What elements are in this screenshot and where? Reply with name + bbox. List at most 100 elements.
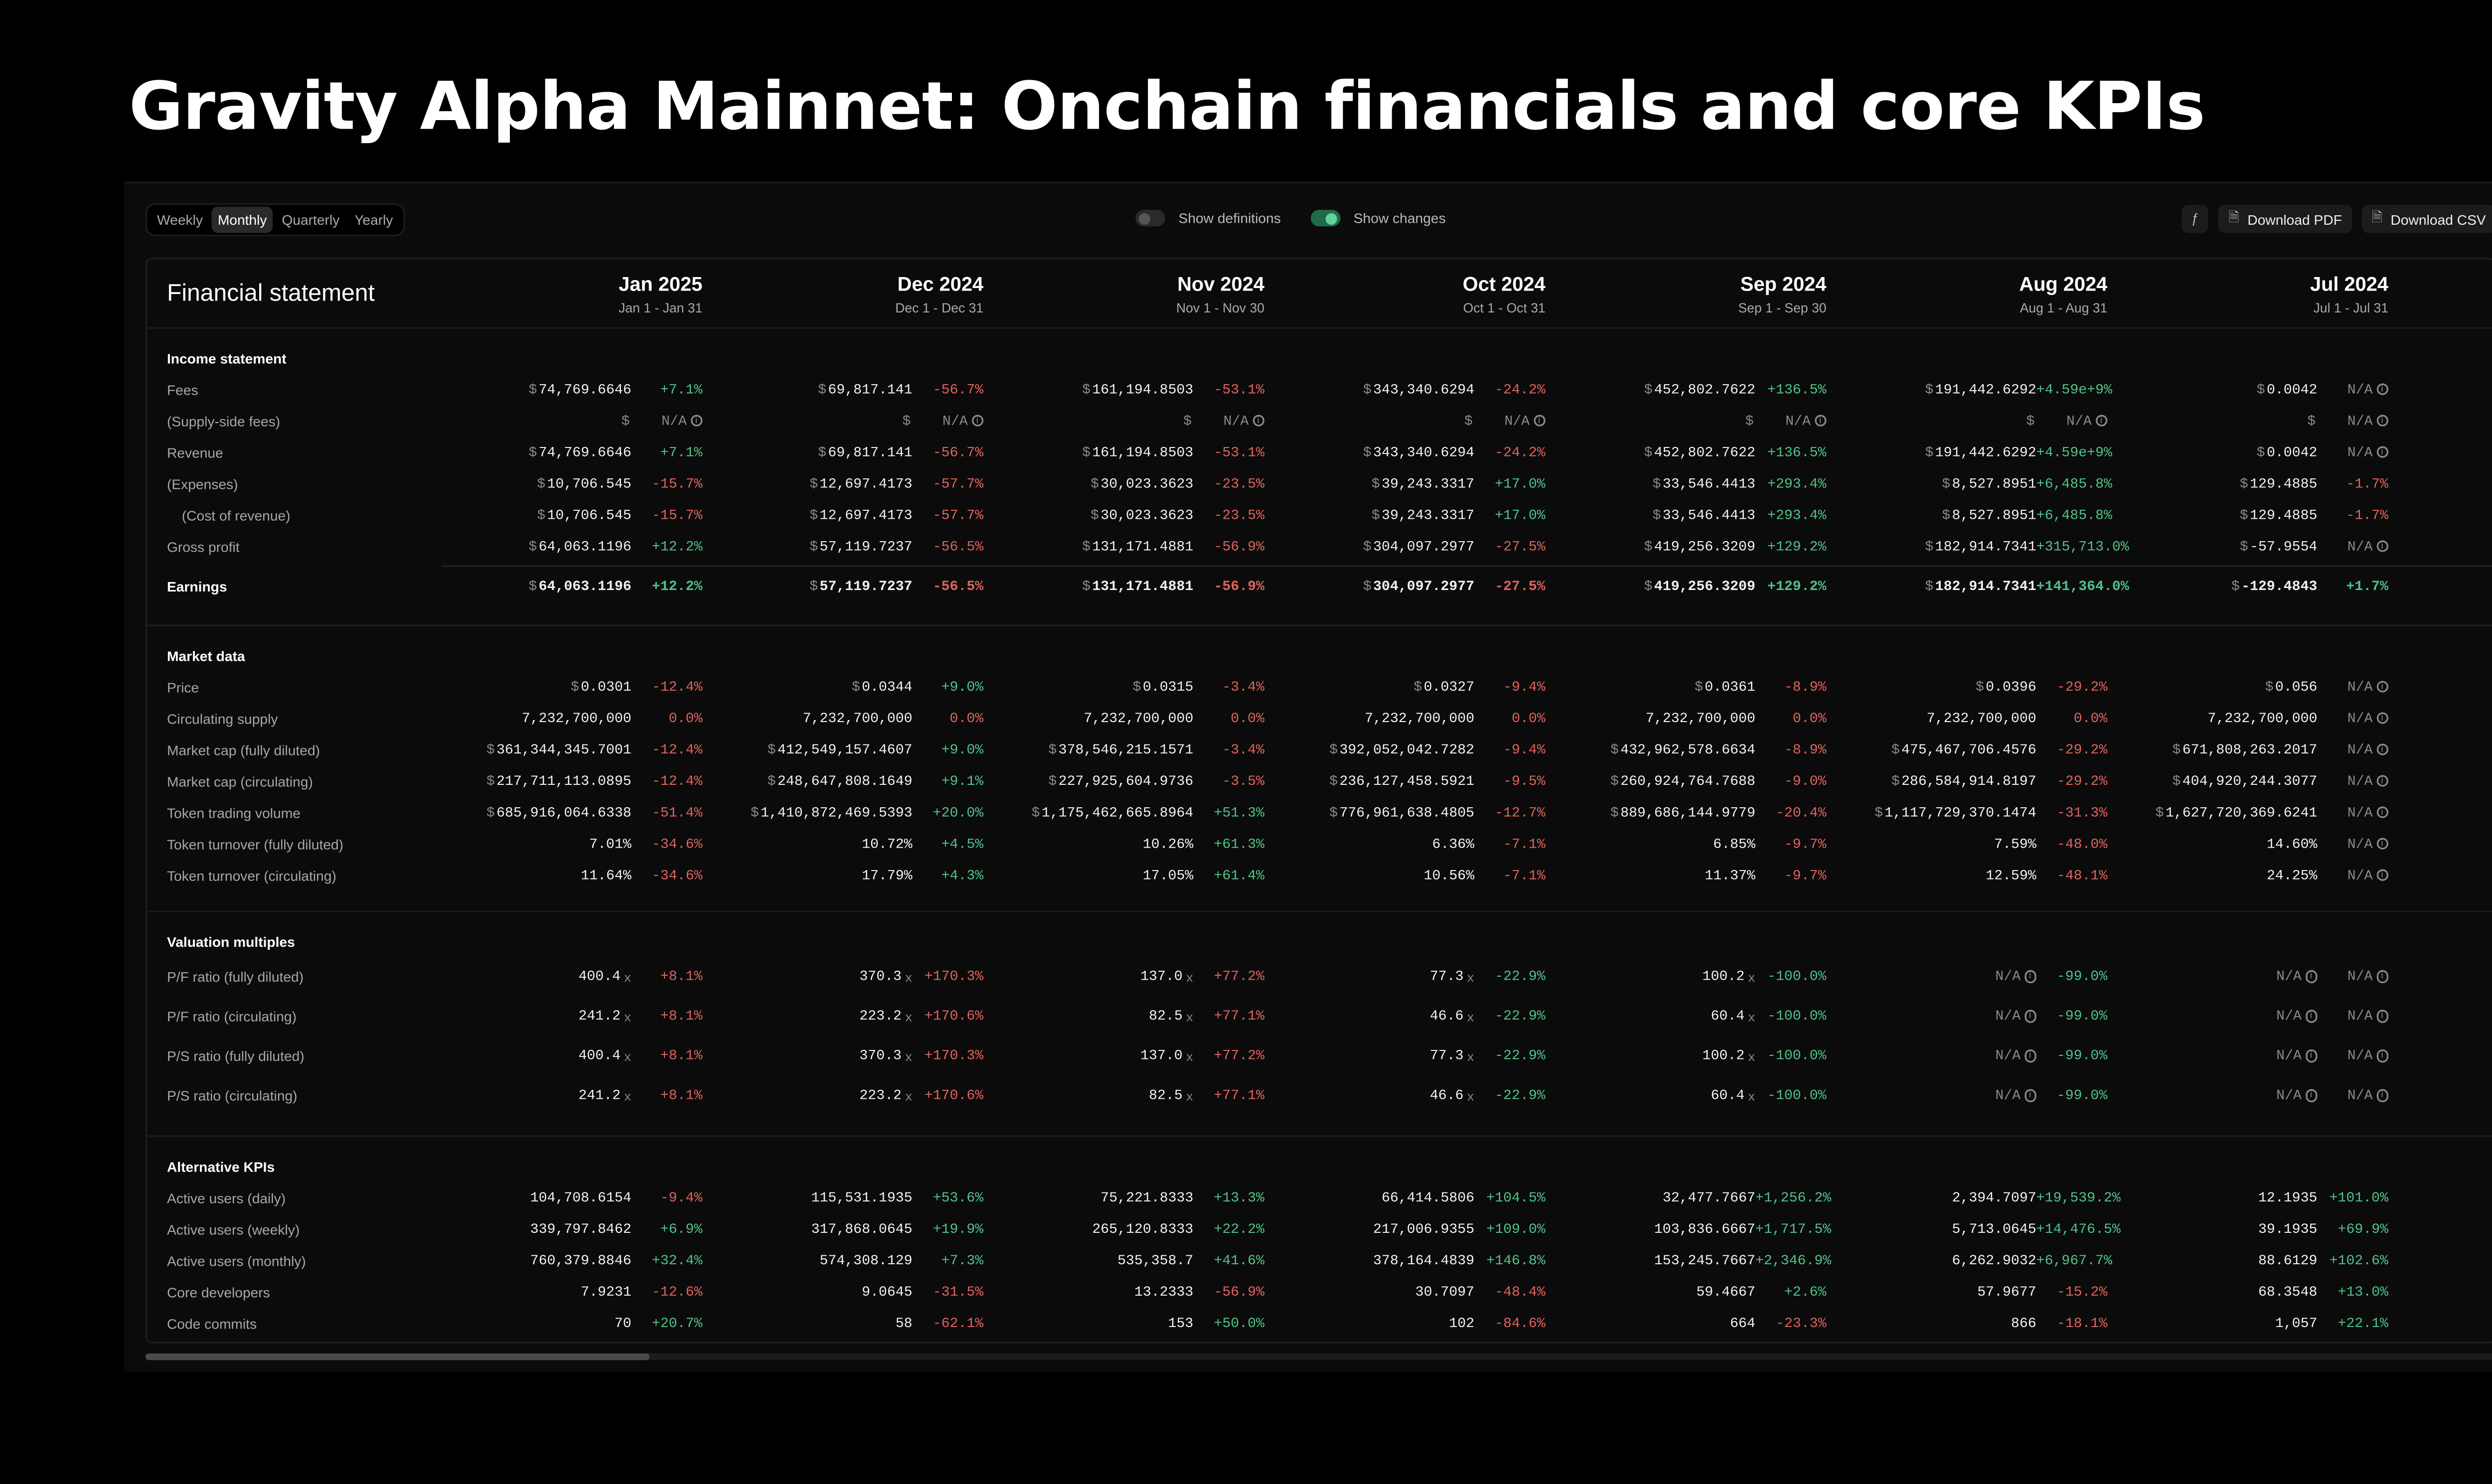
row-label: Active users (weekly) bbox=[166, 1220, 300, 1237]
info-icon[interactable]: i bbox=[2305, 1010, 2318, 1023]
change-value: -15.2% bbox=[2036, 1283, 2108, 1300]
info-icon[interactable]: i bbox=[2376, 539, 2389, 552]
cell-value: 217,711,113.0895 bbox=[496, 772, 631, 789]
horizontal-scrollbar[interactable] bbox=[145, 1353, 2492, 1360]
change-text: +170.6% bbox=[924, 1087, 984, 1104]
change-text: -9.7% bbox=[1784, 835, 1827, 852]
info-icon[interactable]: i bbox=[971, 414, 984, 427]
info-icon[interactable]: i bbox=[1814, 414, 1827, 427]
table-cell: $8,527.8951 +6,485.8% bbox=[1827, 475, 2112, 491]
cell-value: 6.85% bbox=[1713, 835, 1755, 852]
table-cell: 103,836.6667 +1,717.5% bbox=[1546, 1220, 1831, 1237]
page-title: Gravity Alpha Mainnet: Onchain financial… bbox=[129, 69, 2205, 146]
table-cell: $217,711,113.0895 -12.4% bbox=[422, 772, 703, 789]
show-definitions-label[interactable]: Show definitions bbox=[1178, 210, 1281, 227]
table-cell: 7,232,700,000 0.0% bbox=[983, 710, 1264, 726]
change-text: N/A bbox=[2347, 804, 2373, 821]
table-cell: $39,243.3317 +17.0% bbox=[1264, 475, 1546, 491]
formula-button[interactable]: ƒ bbox=[2181, 205, 2209, 233]
table-cell: $671,808,263.2017 N/A i bbox=[2107, 741, 2389, 758]
table-cell: $69,817.141 -56.7% bbox=[702, 381, 983, 397]
info-icon[interactable]: i bbox=[2376, 1089, 2389, 1102]
info-icon[interactable]: i bbox=[2376, 868, 2389, 881]
multiple-suffix: x bbox=[1186, 1092, 1194, 1106]
info-icon[interactable]: i bbox=[2305, 1089, 2318, 1102]
value-na: N/A bbox=[2276, 1047, 2302, 1064]
change-value: +170.3% bbox=[913, 1048, 983, 1064]
show-changes-toggle[interactable] bbox=[1310, 210, 1341, 227]
view-toggles: Show definitions Show changes bbox=[1135, 210, 1446, 227]
download-pdf-button[interactable]: 🗎 Download PDF bbox=[2218, 205, 2352, 233]
info-icon[interactable]: i bbox=[2376, 774, 2389, 787]
change-value: +170.6% bbox=[913, 1087, 984, 1104]
info-icon[interactable]: i bbox=[2376, 805, 2389, 818]
info-icon[interactable]: i bbox=[2095, 414, 2108, 427]
currency-symbol: $ bbox=[1048, 772, 1057, 789]
info-icon[interactable]: i bbox=[2376, 1049, 2389, 1062]
info-icon[interactable]: i bbox=[2305, 970, 2318, 983]
download-csv-button[interactable]: 🗎 Download CSV bbox=[2361, 205, 2492, 233]
info-icon[interactable]: i bbox=[2376, 711, 2389, 724]
currency-symbol: $ bbox=[767, 772, 776, 789]
change-value: -1.7% bbox=[2317, 475, 2388, 491]
cell-value: 419,256.3209 bbox=[1654, 538, 1755, 555]
cell-value: -57.9554 bbox=[2250, 538, 2318, 555]
row-label: Core developers bbox=[166, 1283, 270, 1300]
period-tab-weekly[interactable]: Weekly bbox=[157, 211, 203, 228]
change-text: +14,476.5% bbox=[2036, 1220, 2121, 1237]
multiple-suffix: x bbox=[623, 1052, 631, 1066]
currency-symbol: $ bbox=[2239, 538, 2248, 555]
scrollbar-thumb[interactable] bbox=[145, 1353, 650, 1360]
period-tab-monthly[interactable]: Monthly bbox=[211, 206, 274, 233]
table-cell: 12.59% -48.1% bbox=[1827, 867, 2108, 884]
info-icon[interactable]: i bbox=[2376, 1010, 2389, 1023]
info-icon[interactable]: i bbox=[690, 414, 703, 427]
info-icon[interactable]: i bbox=[2376, 742, 2389, 755]
show-definitions-toggle[interactable] bbox=[1135, 210, 1165, 227]
info-icon[interactable]: i bbox=[2376, 970, 2389, 983]
change-text: -31.3% bbox=[2056, 804, 2108, 821]
currency-symbol: $ bbox=[2256, 444, 2265, 460]
table-cell: 7,232,700,000 0.0% bbox=[422, 710, 703, 726]
change-value: -8.9% bbox=[1755, 741, 1827, 757]
cell-value: 33,546.4413 bbox=[1662, 506, 1755, 523]
change-text: -34.6% bbox=[651, 867, 703, 884]
currency-symbol: $ bbox=[1975, 678, 1984, 695]
table-row: Price $0.0301 -12.4% $0.0344 +9.0% $0.0315 -3.… bbox=[147, 671, 2492, 702]
currency-symbol: $ bbox=[2155, 804, 2164, 821]
info-icon[interactable]: i bbox=[2376, 837, 2389, 850]
info-icon[interactable]: i bbox=[2376, 382, 2389, 395]
info-icon[interactable]: i bbox=[1252, 414, 1264, 427]
table-row: Active users (monthly) 760,379.8846 +32.4%… bbox=[147, 1244, 2492, 1276]
table-cell: 241.2 x +8.1% bbox=[422, 1087, 703, 1105]
table-cell: 400.4 x +8.1% bbox=[422, 968, 703, 986]
table-cell: $392,052,042.7282 -9.4% bbox=[1264, 741, 1546, 757]
period-tab-quarterly[interactable]: Quarterly bbox=[282, 211, 340, 228]
column-month: Sep 2024 bbox=[1740, 272, 1827, 295]
info-icon[interactable]: i bbox=[2305, 1049, 2318, 1062]
info-icon[interactable]: i bbox=[2024, 1010, 2036, 1023]
info-icon[interactable]: i bbox=[2376, 680, 2389, 693]
change-value: N/A i bbox=[1193, 412, 1264, 429]
period-tab-yearly[interactable]: Yearly bbox=[354, 211, 393, 228]
info-icon[interactable]: i bbox=[2376, 414, 2389, 427]
change-text: N/A bbox=[2347, 835, 2373, 852]
show-changes-label[interactable]: Show changes bbox=[1353, 210, 1446, 227]
cell-value: 664 bbox=[1730, 1315, 1755, 1332]
table-cell: $452,802.7622 +136.5% bbox=[1546, 444, 1827, 460]
change-value: +109.0% bbox=[1474, 1220, 1545, 1237]
table-row: P/F ratio (circulating) 241.2 x +8.1% 223.2 x… bbox=[147, 997, 2492, 1037]
table-cell: 30.7097 -48.4% bbox=[1264, 1283, 1546, 1300]
info-icon[interactable]: i bbox=[2024, 970, 2036, 983]
change-value: N/A i bbox=[2036, 412, 2108, 429]
multiple-suffix: x bbox=[1467, 973, 1475, 987]
table-row: (Supply-side fees) $ N/A i $ N/A i $ N/A i $ N/A i $ N… bbox=[147, 405, 2492, 436]
currency-symbol: $ bbox=[1610, 772, 1619, 789]
currency-symbol: $ bbox=[809, 538, 818, 555]
info-icon[interactable]: i bbox=[2024, 1049, 2036, 1062]
change-text: -48.1% bbox=[2056, 867, 2108, 884]
info-icon[interactable]: i bbox=[1533, 414, 1546, 427]
info-icon[interactable]: i bbox=[2376, 445, 2389, 458]
info-icon[interactable]: i bbox=[2024, 1089, 2036, 1102]
change-text: -3.4% bbox=[1222, 741, 1264, 758]
